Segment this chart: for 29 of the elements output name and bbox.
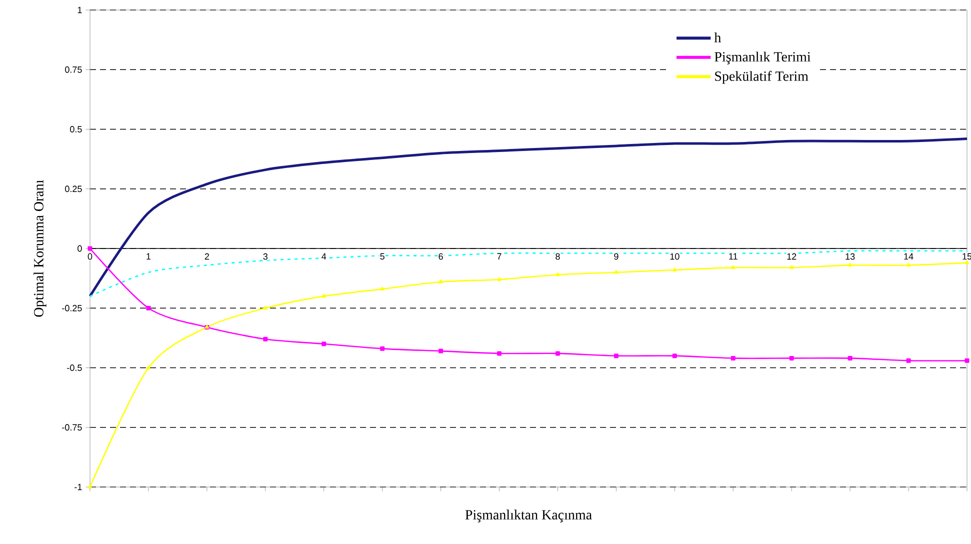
- x-tick-label: 14: [904, 253, 914, 260]
- y-tick-label: 1: [78, 6, 82, 14]
- y-tick-label: -1: [74, 484, 82, 490]
- x-tick-label: 5: [380, 253, 384, 260]
- x-tick-label: 12: [787, 253, 796, 260]
- x-tick-label: 8: [556, 253, 560, 260]
- x-tick-label: 13: [846, 253, 855, 260]
- y-tick-label: 0.25: [65, 186, 82, 192]
- y-tick-label: -0.5: [67, 364, 82, 371]
- x-tick-label: 11: [729, 253, 738, 260]
- legend-label: Pişmanlık Terimi: [714, 52, 811, 64]
- y-tick-label: -0.25: [62, 304, 82, 312]
- x-tick-label: 2: [204, 253, 209, 260]
- y-tick-label: 0.75: [65, 66, 82, 73]
- x-tick-label: 10: [670, 253, 680, 260]
- x-tick-label: 7: [497, 253, 502, 260]
- x-tick-label: 0: [88, 253, 92, 260]
- legend-label: h: [714, 32, 721, 42]
- y-axis-title: Optimal Korunma Oranı: [34, 180, 46, 317]
- x-tick-label: 1: [146, 253, 151, 260]
- x-axis-title: Pişmanlıktan Kaçınma: [465, 510, 592, 522]
- y-tick-label: -0.75: [62, 424, 82, 431]
- x-tick-label: 6: [438, 253, 443, 260]
- legend-label: Spekülatif Terim: [715, 70, 808, 84]
- x-tick-label: 4: [322, 253, 326, 260]
- x-tick-label: 9: [614, 253, 618, 260]
- y-tick-label: 0.5: [70, 126, 82, 132]
- y-tick-label: 0: [78, 245, 82, 252]
- x-tick-label: 3: [263, 253, 268, 260]
